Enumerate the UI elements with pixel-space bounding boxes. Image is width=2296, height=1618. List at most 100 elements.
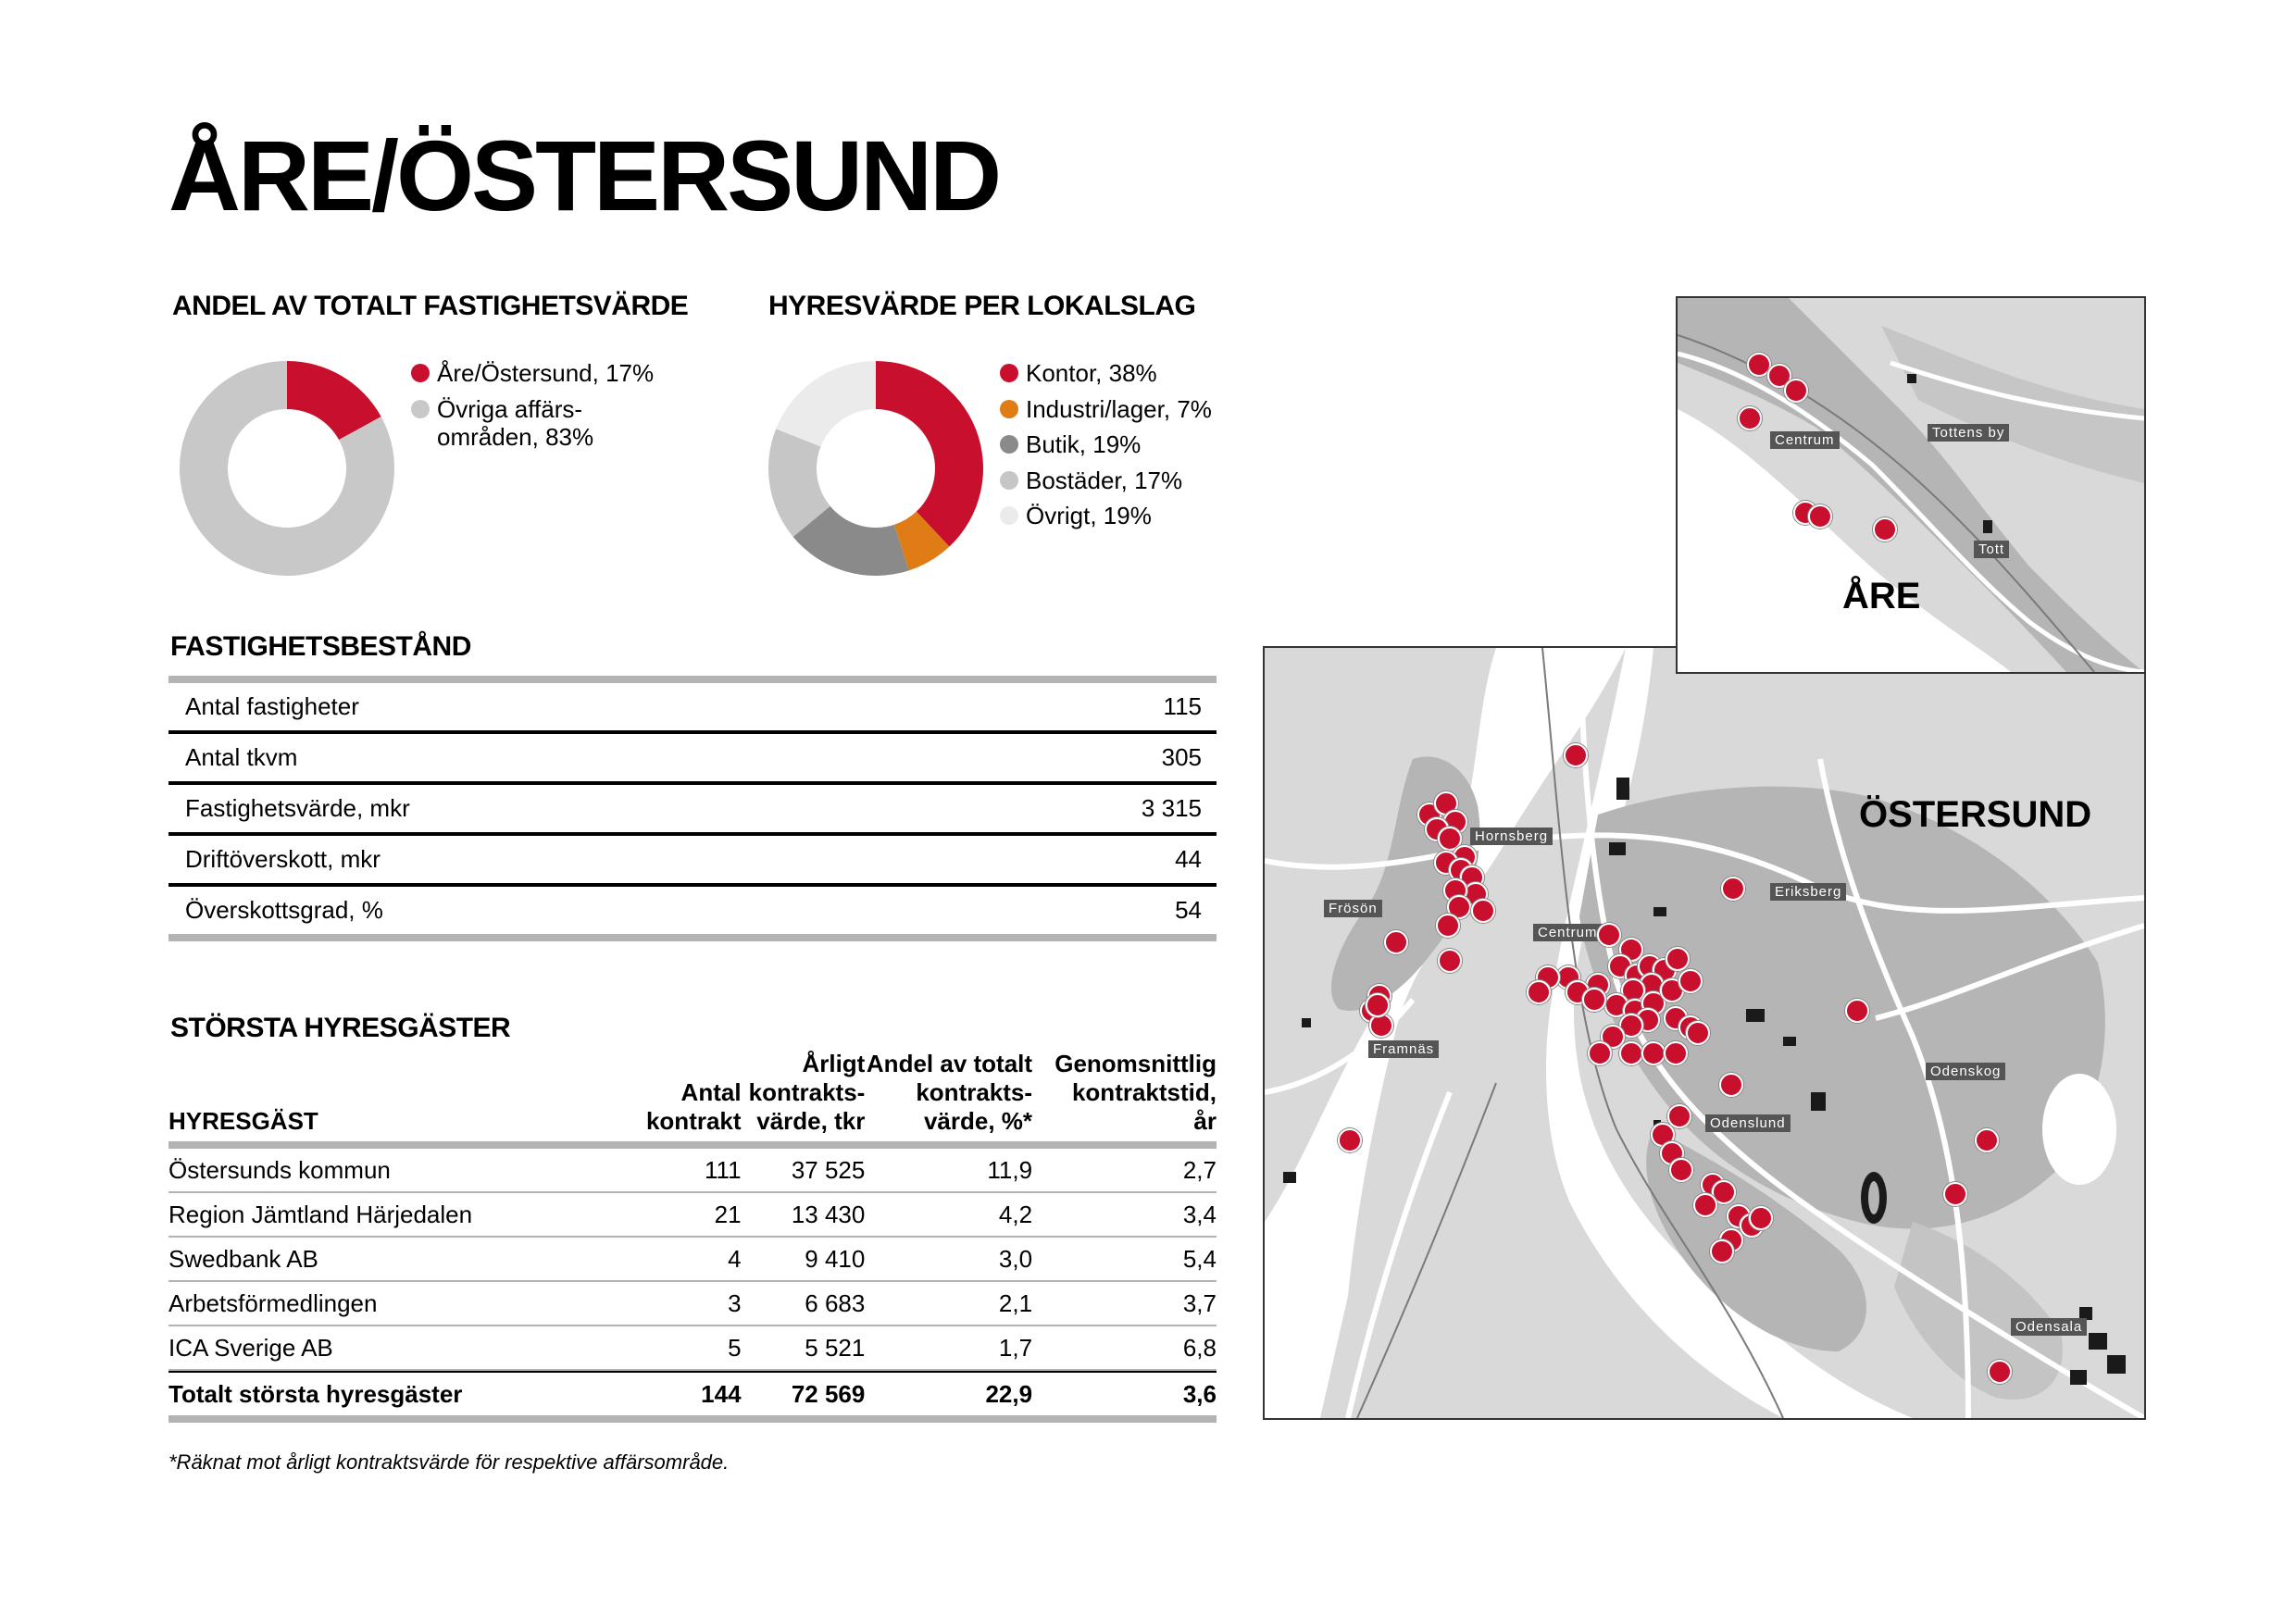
share-donut-chart (180, 361, 394, 576)
legend-item: Åre/Östersund, 17% (411, 355, 654, 392)
pie-slice-övrigt (776, 361, 876, 447)
location-pin (1784, 379, 1808, 403)
map-label: Tottens by (1928, 424, 2010, 442)
tenants-heading: STÖRSTA HYRESGÄSTER (170, 1013, 511, 1043)
share-chart-heading: ANDEL AV TOTALT FASTIGHETSVÄRDE (172, 291, 689, 321)
map-label: Frösön (1324, 900, 1382, 917)
legend-item: Övriga affärs- (411, 392, 654, 428)
are-city-name: ÅRE (1842, 576, 1921, 616)
header-cell: Årligt kontrakts-värde, tkr (748, 1050, 866, 1135)
location-pin (1678, 969, 1703, 993)
pie-slice-kontor (876, 361, 983, 547)
location-pin (1564, 743, 1588, 767)
share-chart-legend: Åre/Östersund, 17% Övriga affärs- område… (411, 355, 654, 455)
location-pin (1873, 517, 1897, 541)
page-title: ÅRE/ÖSTERSUND (168, 119, 1002, 231)
pie-slice-bostäder (768, 429, 830, 537)
are-map: ÅRE Centrum Tottens by Tott (1676, 296, 2146, 674)
location-pin (1338, 1128, 1362, 1152)
header-cell: HYRESGÄST (168, 1107, 318, 1135)
location-pin (1471, 899, 1495, 923)
map-label: Centrum (1770, 431, 1840, 449)
ostersund-map: ÖSTERSUND Hornsberg Frösön Centrum Eriks… (1263, 646, 2146, 1420)
location-pin (1384, 930, 1408, 954)
legend-item: Kontor, 38% (1000, 355, 1212, 392)
location-pin (1438, 949, 1462, 973)
map-label: Odenslund (1705, 1114, 1791, 1132)
location-pin (1738, 406, 1762, 430)
location-pin (1686, 1021, 1710, 1045)
pie-slice-industri-lager (893, 511, 950, 571)
table-row: Swedbank AB 4 9 410 3,0 5,4 (168, 1238, 1217, 1282)
location-pin (1669, 1158, 1693, 1182)
table-row: Överskottsgrad, % 54 (168, 887, 1217, 941)
footnote: *Räknat mot årligt kontraktsvärde för re… (168, 1450, 730, 1474)
legend-item: Övrigt, 19% (1000, 498, 1212, 534)
location-pin (1943, 1182, 1967, 1206)
property-table: Antal fastigheter 115 Antal tkvm 305 Fasti… (168, 676, 1217, 941)
table-row: Antal tkvm 305 (168, 734, 1217, 785)
table-row: ICA Sverige AB 5 5 521 1,7 6,8 (168, 1326, 1217, 1371)
location-pin (1588, 1041, 1612, 1065)
rent-donut-chart (768, 361, 983, 576)
map-label: Tott (1974, 541, 2010, 558)
location-pin (1601, 1025, 1625, 1049)
location-pin (1749, 1206, 1773, 1230)
location-pin (1710, 1239, 1734, 1263)
map-label: Odenskog (1926, 1063, 2006, 1080)
location-pin (1988, 1360, 2012, 1384)
pie-slice-åre-östersund (287, 361, 381, 441)
legend-dot (1000, 435, 1018, 454)
location-pin (1845, 999, 1869, 1023)
table-total-row: Totalt största hyresgäster 144 72 569 22,9 3… (168, 1371, 1217, 1423)
location-pin (1664, 1041, 1688, 1065)
header-cell: Genomsnittlig kontraktstid, år (1054, 1050, 1217, 1135)
pie-slice-övriga-affärsområden (180, 361, 394, 576)
location-pin (1369, 1014, 1393, 1038)
legend-item: Bostäder, 17% (1000, 463, 1212, 499)
location-pin (1641, 1041, 1666, 1065)
location-pin (1582, 988, 1606, 1012)
location-pin (1527, 980, 1551, 1004)
location-pin (1693, 1193, 1717, 1217)
map-label: Hornsberg (1470, 828, 1554, 845)
legend-item: Industri/lager, 7% (1000, 392, 1212, 428)
location-pin (1619, 1041, 1643, 1065)
legend-dot (1000, 399, 1018, 418)
legend-dot (1000, 506, 1018, 526)
location-pin (1667, 1104, 1691, 1128)
location-pin (1366, 993, 1390, 1017)
ostersund-city-name: ÖSTERSUND (1859, 794, 2092, 835)
rent-chart-heading: HYRESVÄRDE PER LOKALSLAG (768, 291, 1196, 321)
location-pin (1666, 947, 1690, 971)
rent-chart-legend: Kontor, 38% Industri/lager, 7% Butik, 19… (1000, 355, 1212, 534)
table-row: Driftöverskott, mkr 44 (168, 836, 1217, 887)
map-label: Odensala (2011, 1318, 2088, 1336)
table-row: Region Jämtland Härjedalen 21 13 430 4,2 3,4 (168, 1193, 1217, 1238)
table-row: Antal fastigheter 115 (168, 683, 1217, 734)
property-heading: FASTIGHETSBESTÅND (170, 631, 471, 662)
legend-item-continued: områden, 83% (437, 423, 594, 451)
table-row: Fastighetsvärde, mkr 3 315 (168, 785, 1217, 836)
header-cell: Andel av totalt kontrakts-värde, %* (866, 1050, 1033, 1135)
location-pin (1721, 877, 1745, 901)
table-row: Östersunds kommun 111 37 525 11,9 2,7 (168, 1149, 1217, 1193)
location-pin (1808, 504, 1832, 529)
map-label: Eriksberg (1770, 883, 1847, 901)
map-label: Framnäs (1368, 1040, 1440, 1058)
map-label: Centrum (1533, 924, 1603, 941)
location-pin (1975, 1128, 1999, 1152)
table-row: Arbetsförmedlingen 3 6 683 2,1 3,7 (168, 1282, 1217, 1326)
legend-dot (1000, 470, 1018, 490)
location-pin (1436, 914, 1460, 938)
legend-dot (1000, 364, 1018, 383)
legend-item: Butik, 19% (1000, 427, 1212, 463)
legend-dot (411, 399, 430, 418)
legend-dot (411, 364, 430, 383)
location-pin (1719, 1073, 1743, 1097)
pie-slice-butik (792, 505, 909, 576)
location-pin (1597, 923, 1621, 947)
